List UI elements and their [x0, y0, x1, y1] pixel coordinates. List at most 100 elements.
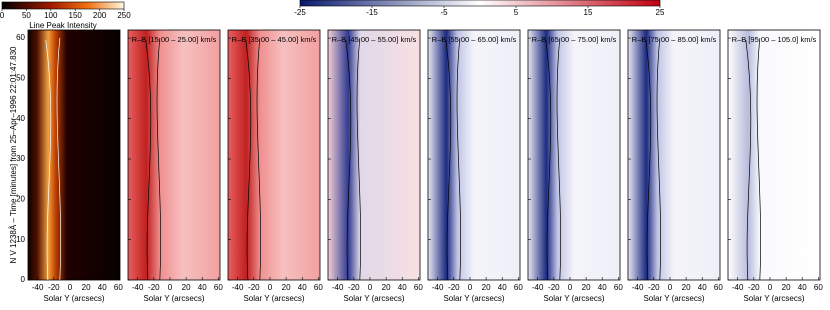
x-tick-label: 0 — [368, 283, 373, 292]
panel-title: R–B [45.00 – 55.00] km/s — [332, 35, 417, 44]
x-tick-label: 20 — [482, 283, 491, 292]
contour — [445, 37, 461, 281]
y-tick-label: 30 — [16, 154, 25, 163]
colorbar-tick-label: -25 — [294, 8, 306, 17]
x-tick-label: 40 — [498, 283, 507, 292]
colorbar-tick-label: 15 — [584, 8, 593, 17]
panel-title: R–B [15.00 – 25.00] km/s — [132, 35, 217, 44]
x-tick-label: -20 — [648, 283, 660, 292]
y-tick-label: 60 — [16, 33, 25, 42]
x-tick-label: -20 — [448, 283, 460, 292]
x-tick-label: 0 — [668, 283, 673, 292]
x-tick-label: 60 — [514, 283, 523, 292]
colorbar-tick-label: -15 — [366, 8, 378, 17]
x-tick-label: 40 — [598, 283, 607, 292]
x-axis-label: Solar Y (arcsecs) — [343, 294, 404, 303]
x-tick-label: 20 — [582, 283, 591, 292]
x-tick-label: 20 — [382, 283, 391, 292]
x-tick-label: 20 — [182, 283, 191, 292]
x-axis-label: Solar Y (arcsecs) — [743, 294, 804, 303]
x-tick-label: 0 — [168, 283, 173, 292]
x-axis-label: Solar Y (arcsecs) — [543, 294, 604, 303]
colorbar-tick-label: 150 — [69, 11, 83, 20]
panel-title: R–B [55.00 – 65.00] km/s — [432, 35, 517, 44]
x-tick-label: 20 — [782, 283, 791, 292]
panel-title: R–B [95.00 – 105.0] km/s — [732, 35, 817, 44]
x-tick-label: 60 — [314, 283, 323, 292]
y-tick-label: 40 — [16, 114, 25, 123]
contour — [245, 37, 261, 281]
colorbar-tick-label: 5 — [514, 8, 519, 17]
x-axis-label: Solar Y (arcsecs) — [443, 294, 504, 303]
contour — [545, 37, 561, 281]
image-panel — [327, 29, 421, 281]
colorbar — [1, 1, 125, 10]
x-axis-label: Solar Y (arcsecs) — [643, 294, 704, 303]
colorbar-tick-label: 200 — [93, 11, 107, 20]
x-tick-label: 60 — [714, 283, 723, 292]
colorbar-tick-label: 250 — [117, 11, 131, 20]
x-axis-label: Solar Y (arcsecs) — [143, 294, 204, 303]
x-tick-label: 60 — [814, 283, 823, 292]
x-tick-label: 0 — [468, 283, 473, 292]
x-tick-label: -40 — [532, 283, 544, 292]
x-tick-label: 40 — [398, 283, 407, 292]
x-axis-label: Solar Y (arcsecs) — [43, 294, 104, 303]
x-tick-label: -20 — [248, 283, 260, 292]
x-tick-label: 0 — [68, 283, 73, 292]
x-tick-label: 60 — [114, 283, 123, 292]
x-axis-label: Solar Y (arcsecs) — [243, 294, 304, 303]
x-tick-label: -40 — [632, 283, 644, 292]
x-tick-label: -20 — [148, 283, 160, 292]
x-tick-label: 40 — [798, 283, 807, 292]
x-tick-label: 40 — [198, 283, 207, 292]
x-tick-label: 60 — [214, 283, 223, 292]
x-tick-label: -20 — [348, 283, 360, 292]
colorbar-label: Line Peak Intensity — [29, 21, 97, 30]
x-tick-label: 60 — [614, 283, 623, 292]
x-tick-label: 0 — [568, 283, 573, 292]
x-tick-label: 0 — [268, 283, 273, 292]
y-tick-label: 20 — [16, 194, 25, 203]
x-tick-label: 20 — [282, 283, 291, 292]
colorbar-tick-label: 0 — [0, 11, 5, 20]
x-tick-label: -20 — [548, 283, 560, 292]
x-tick-label: -20 — [48, 283, 60, 292]
panel-title: R–B [35.00 – 45.00] km/s — [232, 35, 317, 44]
colorbar-tick-label: 25 — [656, 8, 665, 17]
image-panel — [627, 29, 721, 281]
contour — [145, 37, 161, 281]
colorbar-tick-label: 100 — [44, 11, 58, 20]
colorbar-tick-label: -5 — [440, 8, 448, 17]
panel-title: R–B [75.00 – 85.00] km/s — [632, 35, 717, 44]
x-tick-label: -40 — [32, 283, 44, 292]
x-tick-label: -20 — [748, 283, 760, 292]
contour — [745, 37, 761, 281]
x-tick-label: 20 — [682, 283, 691, 292]
contour — [45, 37, 61, 281]
x-tick-label: 0 — [768, 283, 773, 292]
colorbar — [299, 0, 661, 7]
x-tick-label: 40 — [698, 283, 707, 292]
panel-title: R–B [65.00 – 75.00] km/s — [532, 35, 617, 44]
y-tick-label: 0 — [21, 275, 26, 284]
y-tick-label: 10 — [16, 235, 25, 244]
image-panel — [27, 29, 121, 281]
x-tick-label: 40 — [98, 283, 107, 292]
x-tick-label: 60 — [414, 283, 423, 292]
image-panel — [427, 29, 521, 281]
x-tick-label: -40 — [432, 283, 444, 292]
colorbar-tick-label: 50 — [22, 11, 31, 20]
image-panel — [727, 29, 821, 281]
image-panel — [227, 29, 321, 281]
y-axis-label: N V 1238Å – Time [minutes] from 25–Apr–1… — [9, 46, 18, 264]
contour — [645, 37, 661, 281]
x-tick-label: -40 — [132, 283, 144, 292]
image-panel — [127, 29, 221, 281]
y-tick-label: 50 — [16, 73, 25, 82]
x-tick-label: 20 — [82, 283, 91, 292]
x-tick-label: -40 — [232, 283, 244, 292]
contour — [345, 37, 361, 281]
image-panel — [527, 29, 621, 281]
